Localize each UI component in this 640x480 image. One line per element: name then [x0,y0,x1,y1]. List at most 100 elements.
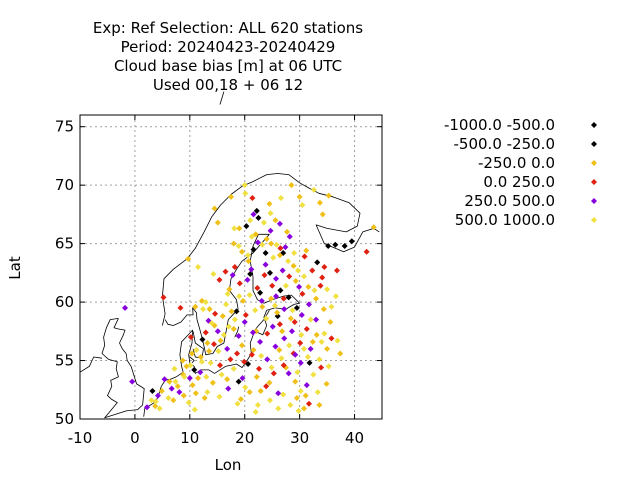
station-point [294,369,301,376]
station-point [226,286,233,293]
station-point [281,306,288,313]
station-point [297,340,304,346]
station-point [268,364,275,371]
station-point [185,399,192,406]
x-axis-label: Lon [215,456,242,474]
legend-label: 250.0 500.0 [464,192,555,210]
station-point [313,331,320,338]
legend-label: -1000.0 -500.0 [444,116,555,134]
station-point [323,380,330,387]
station-point [238,248,245,255]
station-point [337,350,344,357]
station-point [291,318,298,325]
station-point [241,182,248,189]
station-point [324,345,331,352]
station-point [266,397,273,404]
station-point [235,332,242,339]
station-point [148,397,155,404]
station-point [238,342,245,349]
station-point [220,331,227,338]
station-point [228,193,234,200]
station-point [271,302,278,309]
station-point [143,404,150,411]
station-point [149,387,156,394]
station-point [245,258,252,265]
coastline-segment [219,91,225,105]
station-point [258,352,265,359]
station-point [262,249,269,256]
station-point [348,238,355,245]
station-point [324,286,331,293]
coastline-segment [143,233,300,417]
y-tick-label: 65 [55,235,74,253]
station-point [321,264,328,270]
station-point [328,303,335,310]
station-point [197,354,204,361]
station-point [270,254,277,261]
legend: -1000.0 -500.0-500.0 -250.0-250.0 0.00.0… [444,116,597,229]
station-point [252,231,259,238]
station-point [234,350,241,357]
station-point [156,405,163,412]
station-point [280,295,287,302]
station-point [248,233,255,240]
station-point [204,340,211,346]
station-point [249,195,256,202]
station-point [292,278,299,285]
station-point [219,313,226,320]
station-point [243,223,250,230]
station-point [236,225,243,232]
station-point [291,249,298,256]
x-tick-labels: -10 0 10 20 30 40 [68,115,364,447]
station-point [272,343,279,350]
station-point [273,241,280,248]
station-point [236,280,243,287]
station-point [223,301,230,308]
station-point [325,363,332,370]
station-point [273,275,280,282]
station-point [247,217,254,224]
station-point [296,283,303,290]
legend-marker [591,179,597,185]
station-point [216,276,223,283]
station-point [189,350,196,357]
coastline-segment [192,331,204,359]
station-point [191,406,198,413]
station-point [294,267,301,274]
station-point [245,252,252,259]
station-point [292,378,299,385]
station-point [288,182,295,189]
station-point [212,310,219,317]
station-point [263,235,270,242]
station-point [286,273,293,280]
y-tick-labels: 50 55 60 65 70 75 [55,118,382,428]
station-point [255,214,262,221]
station-point [306,359,313,366]
station-point [257,387,264,394]
station-point [279,328,286,335]
station-point [177,304,184,311]
station-point [242,190,249,197]
station-point [333,267,340,274]
x-tick-label: 30 [290,429,309,447]
station-point [341,242,348,249]
legend-label: 500.0 1000.0 [455,211,555,229]
station-point [307,316,314,323]
station-point [286,342,293,349]
station-point [303,325,310,332]
station-point [187,334,194,341]
station-point [334,337,341,344]
station-point [189,382,196,389]
title-line-2: Period: 20240423-20240429 [121,38,336,56]
station-point [287,401,294,408]
station-point [168,385,175,392]
station-point [277,245,284,252]
station-point [195,375,202,382]
station-point [181,373,188,380]
station-point [209,379,216,386]
station-point [280,391,287,398]
station-point [199,306,206,313]
station-point [316,199,323,206]
station-point [295,407,302,414]
